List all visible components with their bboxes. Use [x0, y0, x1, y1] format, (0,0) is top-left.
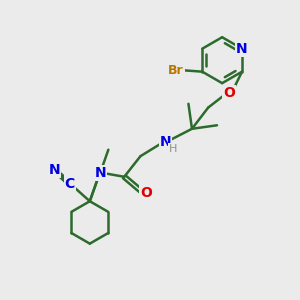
Text: C: C [65, 177, 75, 190]
Text: N: N [49, 163, 60, 177]
Text: N: N [94, 166, 106, 180]
Text: N: N [236, 42, 248, 56]
Text: O: O [223, 86, 235, 100]
Text: N: N [160, 135, 171, 149]
Text: O: O [140, 186, 152, 200]
Text: Br: Br [168, 64, 184, 77]
Text: H: H [169, 143, 177, 154]
